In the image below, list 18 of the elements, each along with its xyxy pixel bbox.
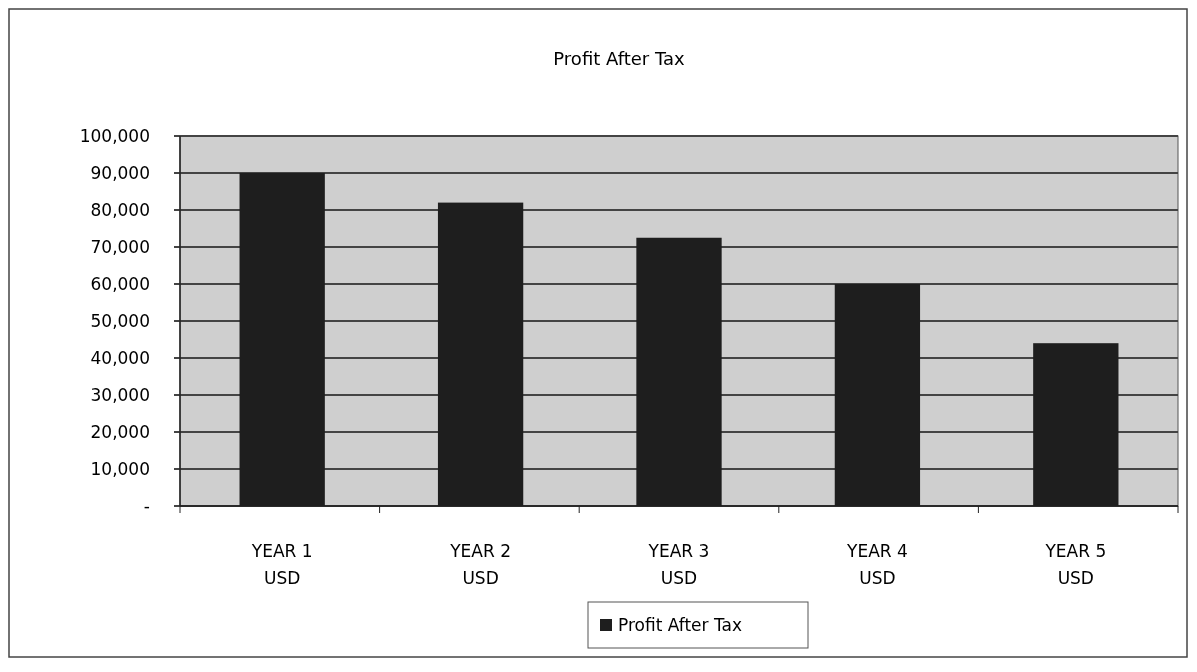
y-tick-label: 80,000 [90, 200, 150, 220]
x-tick-label: YEAR 4 USD [846, 541, 908, 588]
y-tick-label: 20,000 [90, 422, 150, 442]
y-tick-label: 10,000 [90, 459, 150, 479]
y-tick-label: 70,000 [90, 237, 150, 257]
y-tick-label: - [143, 496, 150, 516]
chart-title: Profit After Tax [553, 48, 685, 69]
y-tick-label: 50,000 [90, 311, 150, 331]
x-tick-label: YEAR 2 USD [449, 541, 511, 588]
y-tick-label: 30,000 [90, 385, 150, 405]
x-tick-label: YEAR 5 USD [1044, 541, 1107, 588]
y-tick-label: 40,000 [90, 348, 150, 368]
legend-label: Profit After Tax [618, 615, 743, 635]
y-tick-label: 90,000 [90, 163, 150, 183]
x-tick-label: YEAR 1 USD [250, 541, 313, 588]
y-tick-label: 100,000 [79, 126, 150, 146]
x-tick-label: YEAR 3 USD [647, 541, 710, 588]
y-tick-label: 60,000 [90, 274, 150, 294]
